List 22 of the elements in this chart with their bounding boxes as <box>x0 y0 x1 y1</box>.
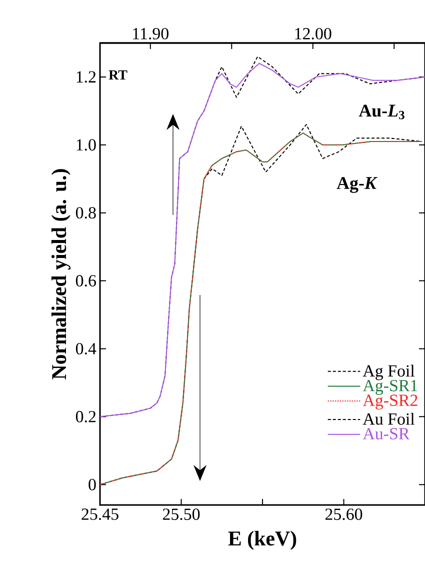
legend-label: Ag-SR2 <box>362 394 418 410</box>
x2-tick-label: 11.90 <box>133 28 168 40</box>
x-tick-label: 25.45 <box>82 508 118 520</box>
y-tick-label: 0.2 <box>76 410 96 422</box>
annotation: Au-L$_{3}$ <box>358 104 404 120</box>
x-tick-label: 25.50 <box>162 508 200 520</box>
x-tick-label: 25.60 <box>325 508 362 520</box>
y-tick-label: 1.0 <box>76 139 96 151</box>
y-tick-label: 0.4 <box>76 342 96 354</box>
y-tick-label: 0 <box>88 478 96 490</box>
y-tick-label: 1.2 <box>76 71 96 83</box>
annotation: RT <box>108 70 128 80</box>
y-tick-label: 0.8 <box>76 207 96 219</box>
x2-tick-label: 12.00 <box>295 28 332 40</box>
y-tick-label: 0.6 <box>76 275 96 287</box>
x-axis-title: E (keV) <box>228 530 296 550</box>
y-axis-title: Normalized yield (a. u.) <box>51 169 70 380</box>
legend-label: Au Foil <box>362 412 415 425</box>
legend-label: Ag-SR1 <box>362 380 418 395</box>
legend-label: Ag Foil <box>362 364 415 380</box>
annotation: Ag-K <box>336 177 378 193</box>
legend-label: Au-SR <box>362 428 410 440</box>
